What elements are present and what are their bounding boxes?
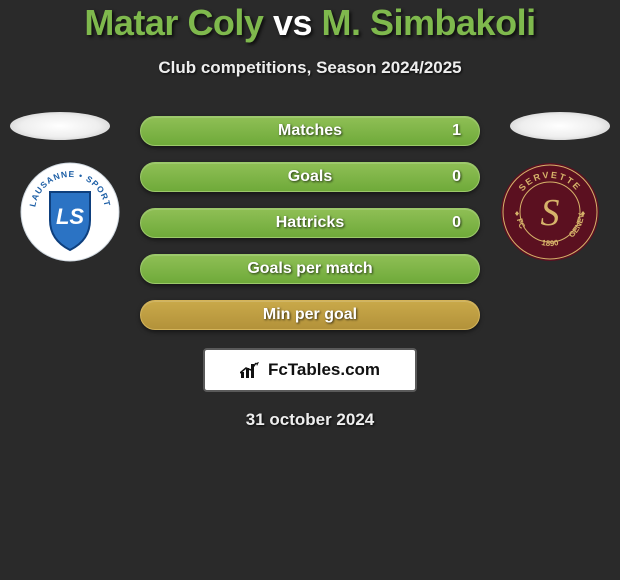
stat-label: Goals bbox=[199, 168, 421, 186]
snapshot-date: 31 october 2024 bbox=[0, 410, 620, 430]
stat-row-goals: Goals 0 bbox=[140, 162, 480, 192]
crest-left-monogram: LS bbox=[56, 204, 84, 229]
player2-photo-placeholder bbox=[510, 112, 610, 140]
site-attribution: FcTables.com bbox=[203, 348, 417, 392]
comparison-card: Matar Coly vs M. Simbakoli Club competit… bbox=[0, 0, 620, 430]
stat-row-matches: Matches 1 bbox=[140, 116, 480, 146]
stat-row-min-per-goal: Min per goal bbox=[140, 300, 480, 330]
stat-row-hattricks: Hattricks 0 bbox=[140, 208, 480, 238]
crest-right-bottom: 1890 bbox=[541, 238, 560, 248]
stat-right-value: 1 bbox=[421, 122, 461, 140]
vs-text: vs bbox=[273, 2, 312, 43]
stats-region: LAUSANNE • SPORT LS SERVETTE FC bbox=[0, 116, 620, 330]
player1-club-crest: LAUSANNE • SPORT LS bbox=[20, 162, 120, 262]
player1-photo-placeholder bbox=[10, 112, 110, 140]
site-logo-text: FcTables.com bbox=[268, 360, 380, 380]
player2-name: M. Simbakoli bbox=[322, 2, 536, 43]
stat-right-value: 0 bbox=[421, 168, 461, 186]
stat-label: Matches bbox=[199, 122, 421, 140]
player1-name: Matar Coly bbox=[84, 2, 263, 43]
stat-label: Min per goal bbox=[199, 306, 421, 324]
stat-label: Goals per match bbox=[199, 260, 421, 278]
svg-text:1890: 1890 bbox=[541, 238, 560, 248]
stat-label: Hattricks bbox=[199, 214, 421, 232]
crest-right-letter: S bbox=[541, 192, 560, 234]
stat-row-goals-per-match: Goals per match bbox=[140, 254, 480, 284]
bar-chart-icon bbox=[240, 361, 262, 379]
stat-right-value: 0 bbox=[421, 214, 461, 232]
stats-list: Matches 1 Goals 0 Hattricks 0 Goals per … bbox=[140, 116, 480, 330]
subtitle: Club competitions, Season 2024/2025 bbox=[0, 58, 620, 78]
player2-club-crest: SERVETTE FC GENEVE 1890 S bbox=[500, 162, 600, 262]
page-title: Matar Coly vs M. Simbakoli bbox=[0, 2, 620, 44]
